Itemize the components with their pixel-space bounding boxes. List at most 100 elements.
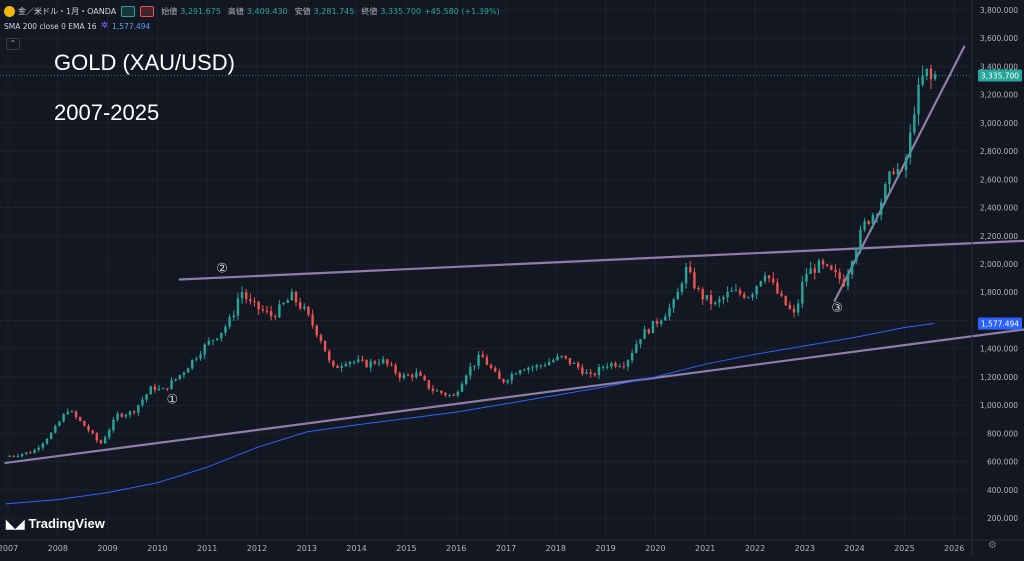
candle-body (116, 413, 119, 420)
candle-body (759, 281, 763, 287)
candle-body (415, 372, 418, 378)
annotation-label: ① (167, 393, 179, 408)
collapse-legend-icon[interactable]: ⌃ (6, 38, 20, 50)
candle-body (577, 363, 580, 368)
candle-body (933, 74, 937, 80)
candle-body (684, 266, 688, 284)
candle-body (357, 359, 360, 362)
candle-body (381, 359, 385, 364)
candle-body (444, 392, 447, 396)
overlay-title: GOLD (XAU/USD) (54, 50, 235, 75)
candle-body (174, 378, 177, 381)
candle-body (581, 367, 584, 375)
candle-body (203, 344, 206, 355)
trend-line (4, 328, 1024, 465)
candle-body (215, 338, 219, 340)
candle-body (506, 380, 509, 383)
trend-line (178, 239, 1024, 281)
candle-body (373, 361, 377, 364)
price-tick-label: 200.000 (987, 514, 1018, 523)
candle-body (253, 301, 256, 303)
candle-body (332, 360, 335, 366)
candle-body (137, 405, 140, 413)
indicator-settings-icon[interactable]: ✲ (100, 21, 109, 31)
candle-body (54, 425, 57, 433)
candle-body (282, 302, 285, 305)
low-value: 3,281.745 (313, 6, 355, 16)
candle-body (352, 361, 356, 363)
candle-body (261, 309, 265, 311)
candle-body (464, 375, 468, 384)
candle-body (871, 214, 875, 224)
candle-body (328, 351, 331, 361)
time-tick-label: 2017 (496, 544, 516, 553)
candle-body (568, 358, 572, 364)
candle-body (747, 297, 750, 299)
candle-body (867, 221, 870, 224)
candle-body (236, 298, 240, 316)
candle-body (622, 366, 626, 368)
candle-body (697, 288, 700, 290)
candle-body (402, 374, 406, 379)
candle-body (713, 302, 717, 304)
time-tick-label: 2009 (97, 544, 117, 553)
candle-body (211, 339, 215, 341)
candle-body (527, 367, 530, 370)
sma-line (5, 323, 935, 505)
indicator-legend[interactable]: SMA 200 close 0 EMA 16 ✲ 1,577.494 (4, 21, 150, 31)
candle-body (772, 278, 775, 283)
settings-gear-icon[interactable]: ⚙ (988, 540, 997, 551)
candle-body (514, 373, 518, 375)
candle-body (220, 332, 223, 339)
candle-body (423, 375, 426, 381)
candle-body (286, 300, 289, 303)
open-value: 3,291.675 (180, 6, 221, 16)
time-tick-label: 2019 (595, 544, 615, 553)
candle-body (166, 388, 169, 390)
candle-body (473, 365, 476, 367)
candle-body (162, 388, 165, 390)
candle-body (518, 370, 522, 374)
candle-body (132, 411, 136, 413)
candle-body (593, 373, 597, 376)
candle-body (610, 363, 613, 367)
candle-body (298, 302, 302, 309)
candle-body (925, 68, 929, 77)
candle-body (361, 359, 364, 361)
candle-body (145, 394, 148, 400)
symbol-name[interactable]: 金／米ドル・1月・OANDA (18, 6, 117, 16)
sma-200-line (5, 323, 935, 505)
candle-body (419, 372, 422, 376)
candle-body (448, 394, 451, 396)
price-tick-label: 2,200.000 (980, 232, 1018, 241)
candle-body (79, 417, 82, 421)
candle-body (12, 455, 16, 457)
time-tick-label: 2023 (795, 544, 815, 553)
candle-body (207, 340, 211, 345)
candle-body (705, 294, 709, 300)
candle-body (909, 132, 912, 158)
candle-body (45, 439, 49, 444)
candle-body (888, 171, 891, 185)
candle-body (900, 169, 904, 171)
candle-body (456, 391, 460, 396)
candle-body (249, 299, 252, 302)
candle-body (672, 299, 675, 308)
candle-body (41, 443, 45, 448)
up-marker-icon (121, 5, 136, 17)
indicator-value: 1,577.494 (112, 21, 151, 31)
time-tick-label: 2007 (0, 544, 18, 553)
candle-body (452, 394, 455, 396)
candle-body (879, 202, 883, 215)
candle-body (124, 414, 128, 417)
candle-body (460, 383, 464, 392)
candle-body (191, 359, 194, 369)
candle-body (386, 359, 389, 365)
candle-body (701, 289, 704, 300)
candle-body (917, 84, 920, 115)
indicator-label: SMA 200 close 0 EMA 16 (4, 21, 97, 31)
price-badge-label: 3,335.700 (981, 72, 1019, 81)
